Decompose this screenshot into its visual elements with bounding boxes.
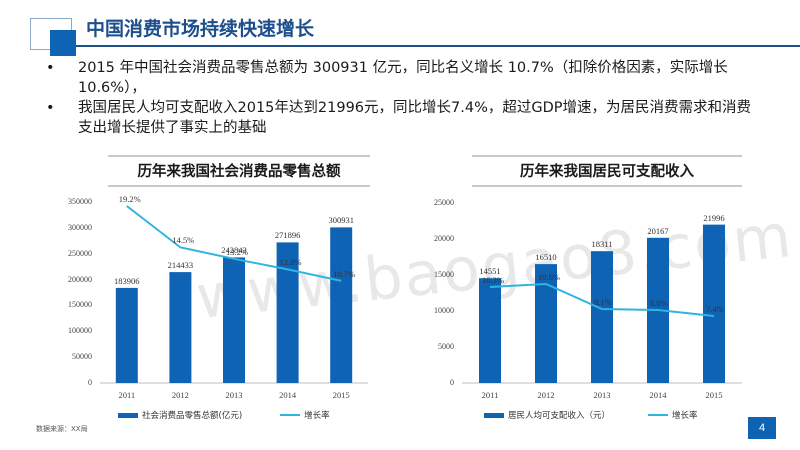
bullet-marker: • [46, 100, 55, 116]
chart1-growth-label: 13.2% [226, 246, 248, 257]
legend-line-swatch [280, 414, 301, 416]
chart1-ytick-label: 50000 [72, 352, 92, 362]
chart1-ytick-label: 100000 [68, 326, 92, 336]
chart1-ytick-label: 350000 [68, 197, 92, 206]
chart2-xtick-label: 2012 [537, 390, 555, 400]
chart2-ytick-label: 10000 [434, 306, 454, 315]
chart2-xtick-label: 2013 [593, 390, 611, 400]
chart1-xtick-label: 2012 [171, 390, 189, 400]
chart2-growth-label: 7.4% [706, 304, 724, 314]
chart2-xtick-label: 2011 [481, 390, 499, 400]
logo-filled-box [50, 30, 76, 56]
chart2-legend: 居民人均可支配收入（元） 增长率 [484, 409, 698, 421]
chart2-bar-value-label: 16510 [535, 252, 557, 263]
bullet-text-1: 2015 年中国社会消费品零售总额为 300931 亿元，同比名义增长 10.7… [78, 60, 728, 96]
chart2-xtick-label: 2015 [705, 390, 723, 400]
legend-bar-swatch [484, 412, 504, 418]
chart1-xtick-label: 2011 [118, 390, 136, 400]
chart2-bar [703, 224, 725, 383]
chart1-growth-label: 14.5% [172, 235, 195, 246]
chart1-ytick-label: 300000 [68, 222, 92, 232]
chart1-xtick-label: 2015 [332, 390, 350, 400]
slide-title: 中国消费市场持续快速增长 [86, 18, 315, 40]
chart1-ytick-label: 150000 [68, 300, 92, 310]
bullet-item-2: • 我国居民人均可支配收入2015年达到21996元，同比增长7.4%，超过GD… [42, 98, 762, 138]
chart1-growth-label: 19.2% [118, 194, 141, 204]
bullet-text-2: 我国居民人均可支配收入2015年达到21996元，同比增长7.4%，超过GDP增… [78, 100, 752, 136]
chart1-bar-value-label: 271896 [274, 230, 301, 241]
chart2-growth-label: 10.6% [538, 272, 560, 282]
chart2-bar [479, 278, 501, 383]
chart1-growth-label: 10.7% [333, 268, 356, 279]
chart2-growth-label: 8.1% [594, 297, 612, 307]
chart2-legend-bar-label: 居民人均可支配收入（元） [508, 411, 611, 421]
chart1-ytick-label: 250000 [68, 248, 92, 258]
chart2-title-bottomline [472, 185, 742, 187]
legend-bar-swatch [118, 412, 138, 418]
chart1-legend-line-label: 增长率 [304, 411, 330, 421]
chart1-bar [276, 242, 299, 383]
chart2-xtick-label: 2014 [649, 390, 667, 400]
title-underline [76, 45, 800, 47]
chart1-legend-bar-label: 社会消费品零售总额(亿元) [142, 411, 243, 421]
chart1-title: 历年来我国社会消费品零售总额 [137, 164, 341, 180]
chart2-legend-line-label: 增长率 [672, 411, 698, 421]
data-source-note: 数据来源：XX局 [36, 425, 88, 433]
chart1-bar-value-label: 183906 [114, 275, 140, 286]
chart1-bar [115, 287, 138, 383]
chart2-growth-line [489, 282, 715, 317]
chart2-ytick-label: 0 [450, 378, 454, 387]
chart2-title-topline [472, 155, 742, 157]
chart2-ytick-label: 15000 [434, 270, 454, 279]
page-number: 4 [748, 417, 776, 439]
chart2-ytick-label: 25000 [434, 198, 454, 207]
legend-line-swatch [648, 414, 669, 416]
chart2-ytick-label: 20000 [434, 234, 454, 243]
chart2-growth-label: 10.3% [482, 275, 504, 285]
chart1-bar [169, 272, 192, 383]
chart1-bar [330, 227, 353, 383]
chart1-growth-label: 12.0% [279, 257, 302, 268]
chart1-bar-value-label: 214433 [167, 260, 194, 271]
chart1-bar-value-label: 300931 [328, 215, 354, 226]
chart2-bar-value-label: 14551 [479, 266, 501, 277]
chart1-ytick-label: 0 [88, 378, 92, 387]
bullet-list: • 2015 年中国社会消费品零售总额为 300931 亿元，同比名义增长 10… [42, 58, 762, 138]
chart1-xtick-label: 2014 [279, 390, 297, 400]
chart2-growth-label: 8.0% [650, 298, 668, 308]
chart1-bar-value-label: 242843 [221, 245, 247, 256]
chart2-ytick-label: 5000 [438, 342, 454, 351]
chart2-bar [535, 264, 557, 383]
chart1-bar [223, 257, 245, 383]
chart1-legend: 社会消费品零售总额(亿元) 增长率 [118, 409, 330, 421]
chart2-bar-value-label: 20167 [647, 225, 669, 236]
chart1-ytick-label: 200000 [68, 274, 92, 284]
chart1-title-topline [108, 155, 370, 157]
bullet-item-1: • 2015 年中国社会消费品零售总额为 300931 亿元，同比名义增长 10… [42, 58, 762, 98]
bullet-marker: • [46, 60, 55, 76]
chart1-xtick-label: 2013 [225, 390, 243, 400]
chart1-title-bottomline [108, 185, 370, 187]
chart2-bar-value-label: 21996 [703, 212, 725, 223]
chart2-bar [591, 251, 613, 383]
chart2-bar-value-label: 18311 [591, 239, 613, 250]
chart2-title: 历年来我国居民可支配收入 [520, 164, 694, 180]
chart1-growth-line [126, 205, 342, 282]
